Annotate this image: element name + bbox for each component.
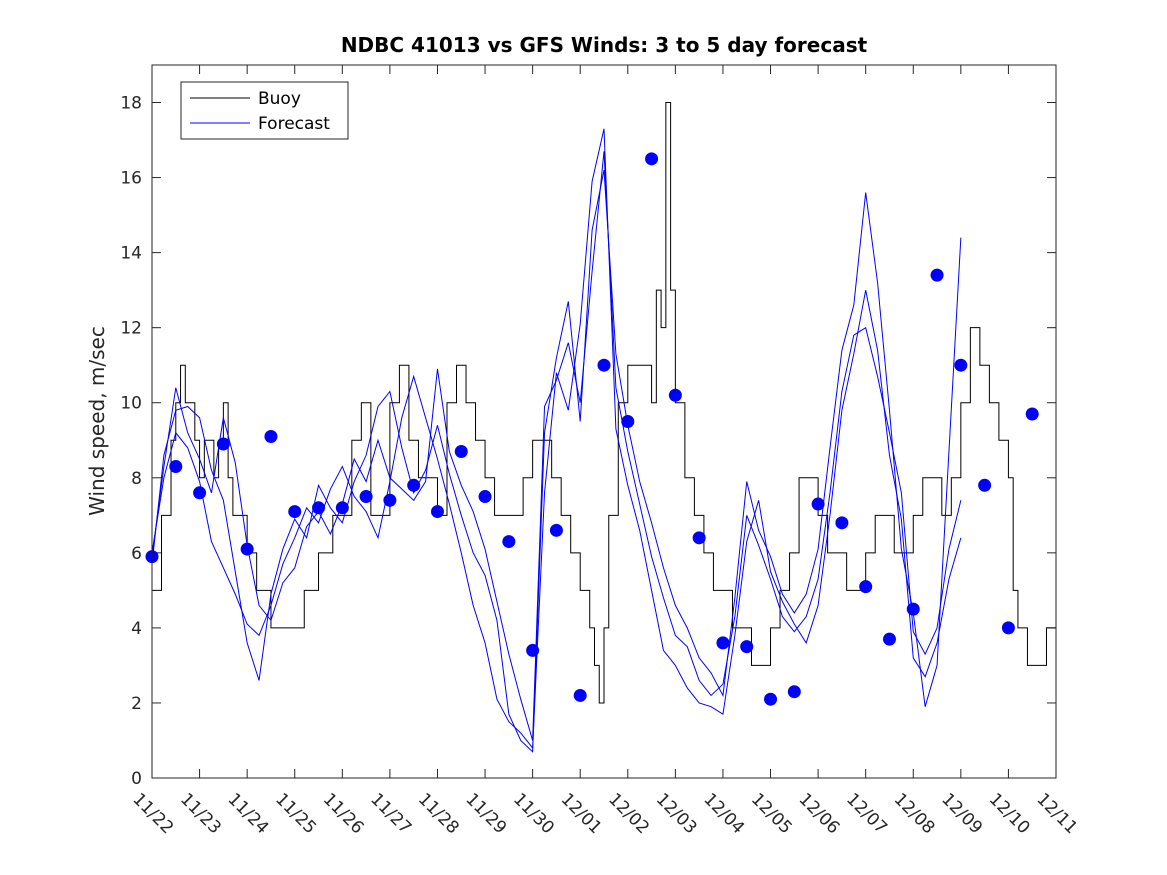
y-tick-label: 16 <box>120 169 142 189</box>
forecast-marker <box>906 602 920 616</box>
forecast-marker <box>811 497 825 511</box>
forecast-marker <box>787 685 801 699</box>
forecast-marker <box>169 460 183 474</box>
chart-title: NDBC 41013 vs GFS Winds: 3 to 5 day fore… <box>341 33 868 57</box>
y-tick-label: 14 <box>120 244 142 264</box>
y-tick-label: 4 <box>131 619 142 639</box>
y-tick-label: 12 <box>120 319 142 339</box>
forecast-marker <box>430 505 444 519</box>
forecast-marker <box>930 268 944 282</box>
forecast-marker <box>1001 621 1015 635</box>
forecast-marker <box>216 437 230 451</box>
forecast-marker <box>859 580 873 594</box>
forecast-marker <box>264 430 278 444</box>
forecast-marker <box>621 415 635 428</box>
buoy-series-line <box>152 102 1056 704</box>
forecast-marker <box>740 640 754 654</box>
forecast-marker <box>240 542 254 556</box>
y-tick-label: 18 <box>120 94 142 114</box>
forecast-marker <box>502 535 516 549</box>
forecast-marker <box>954 358 968 372</box>
legend-box <box>180 81 349 140</box>
legend-buoy-label: Buoy <box>258 89 301 109</box>
forecast-series-line-1 <box>152 151 962 741</box>
y-tick-label: 8 <box>131 469 142 489</box>
forecast-marker <box>692 531 706 545</box>
forecast-marker <box>288 505 302 519</box>
forecast-marker <box>454 445 468 459</box>
forecast-marker <box>882 632 896 646</box>
forecast-marker <box>645 152 659 166</box>
forecast-marker <box>359 490 373 504</box>
y-tick-label: 2 <box>131 694 142 714</box>
forecast-series-line-2 <box>152 128 962 750</box>
forecast-marker <box>193 486 207 500</box>
forecast-marker <box>549 523 563 537</box>
forecast-marker <box>478 490 492 504</box>
forecast-marker <box>978 478 992 492</box>
plot-frame <box>151 64 1057 779</box>
y-tick-label: 0 <box>131 769 142 789</box>
legend: Buoy Forecast <box>180 81 349 140</box>
forecast-marker <box>526 643 540 657</box>
forecast-marker <box>1025 407 1039 421</box>
y-tick-label: 6 <box>131 544 142 564</box>
forecast-marker <box>764 692 778 706</box>
forecast-marker <box>312 501 326 515</box>
forecast-marker <box>597 358 611 372</box>
forecast-marker <box>335 501 349 515</box>
forecast-marker <box>668 388 682 402</box>
forecast-marker <box>573 688 587 702</box>
y-axis-label: Wind speed, m/sec <box>85 326 109 516</box>
legend-forecast-label: Forecast <box>258 114 330 134</box>
forecast-marker <box>835 516 849 530</box>
forecast-marker <box>383 493 397 507</box>
forecast-series-line-3 <box>152 169 962 753</box>
y-tick-label: 10 <box>120 394 142 414</box>
forecast-marker <box>407 478 421 492</box>
forecast-marker <box>716 636 730 650</box>
